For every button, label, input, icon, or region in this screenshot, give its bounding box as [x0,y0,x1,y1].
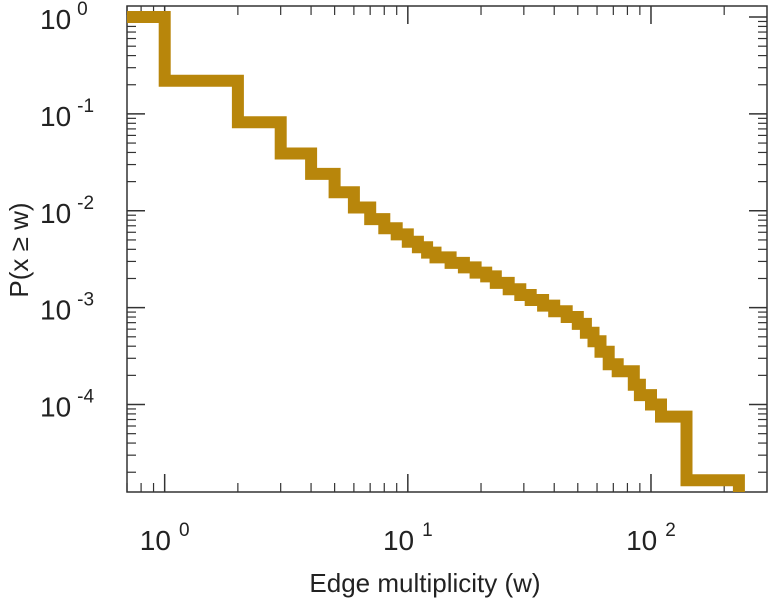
y-tick-label: 10 -4 [40,387,94,423]
x-tick-label: 10 0 [140,520,190,556]
series-line [127,11,745,492]
y-tick-label: 10 0 [40,0,88,35]
x-major-ticks: 10 0 10 1 10 2 [140,6,676,556]
y-tick-label: 10 -3 [40,290,94,326]
y-minor-ticks [127,20,767,473]
x-axis-label: Edge multiplicity (w) [309,568,540,598]
x-tick-label: 10 2 [626,520,676,556]
y-axis-label: P(x ≥ w) [4,202,34,297]
series-layer [127,11,745,492]
x-tick-label: 10 1 [383,520,433,556]
y-tick-label: 10 -2 [40,193,94,229]
y-tick-label: 10 -1 [40,96,94,132]
